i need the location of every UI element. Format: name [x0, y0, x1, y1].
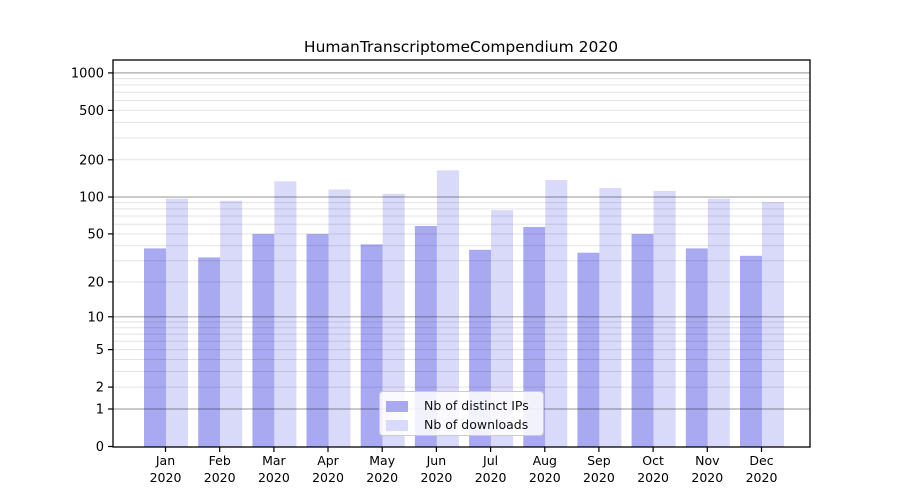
y-tick-label: 5: [96, 343, 104, 358]
x-tick-label: Dec 2020: [746, 453, 778, 485]
plot-frame: [112, 59, 811, 448]
legend-label-downloads: Nb of downloads: [424, 417, 529, 432]
legend-row: Nb of distinct IPs: [386, 398, 543, 414]
bar-distinct-ips: [740, 255, 762, 447]
y-tick-label: 10: [87, 310, 104, 325]
y-tick-label: 500: [79, 104, 104, 119]
chart-title: HumanTranscriptomeCompendium 2020: [304, 38, 618, 56]
bar-downloads: [436, 170, 459, 447]
x-tick-label: Jul 2020: [475, 453, 507, 485]
bar-distinct-ips: [252, 233, 275, 447]
bar-downloads: [707, 198, 730, 447]
y-tick-label: 1: [96, 403, 104, 418]
bar-distinct-ips: [631, 233, 654, 447]
y-tick-label: 200: [79, 153, 104, 168]
legend-label-distinct-ips: Nb of distinct IPs: [424, 398, 529, 413]
bar-distinct-ips: [577, 252, 600, 447]
y-tick-label: 50: [87, 227, 104, 242]
bar-downloads: [599, 188, 622, 447]
y-tick-label: 100: [79, 191, 104, 206]
bar-distinct-ips: [198, 257, 221, 447]
x-tick-label: Jan 2020: [150, 453, 182, 485]
bar-downloads: [328, 189, 351, 447]
legend: Nb of distinct IPs Nb of downloads: [379, 391, 544, 436]
y-tick-label: 20: [87, 275, 104, 290]
bar-distinct-ips: [144, 248, 166, 447]
x-tick-label: Apr 2020: [312, 453, 344, 485]
legend-swatch-distinct-ips: [386, 400, 408, 412]
bar-downloads: [762, 202, 784, 447]
x-tick-label: Feb 2020: [204, 453, 236, 485]
bar-downloads: [274, 181, 297, 448]
x-tick-label: May 2020: [366, 453, 398, 485]
y-tick-label: 0: [96, 440, 104, 455]
axes-layer: 0 1 2 5 10 20 50 100 200 500 1000 Jan 2020 Feb 2020 Mar…: [71, 59, 811, 485]
bar-downloads: [653, 190, 676, 447]
bar-downloads: [545, 180, 568, 447]
y-tick-label: 1000: [71, 66, 104, 81]
bar-downloads: [491, 210, 514, 447]
bar-downloads: [220, 200, 243, 447]
x-tick-label: Jun 2020: [420, 453, 452, 485]
x-tick-label: Oct 2020: [637, 453, 669, 485]
y-tick-label: 2: [96, 381, 104, 396]
bar-distinct-ips: [685, 248, 708, 447]
bar-distinct-ips: [306, 233, 329, 447]
x-tick-label: Sep 2020: [583, 453, 615, 485]
x-tick-label: Mar 2020: [258, 453, 290, 485]
x-tick-label: Aug 2020: [529, 453, 561, 485]
bar-distinct-ips: [360, 244, 383, 447]
x-tick-label: Nov 2020: [691, 453, 723, 485]
legend-swatch-downloads: [386, 419, 408, 431]
grid-layer: [113, 72, 810, 410]
bar-downloads: [382, 193, 405, 447]
bar-downloads: [166, 198, 188, 447]
legend-row: Nb of downloads: [386, 417, 543, 433]
